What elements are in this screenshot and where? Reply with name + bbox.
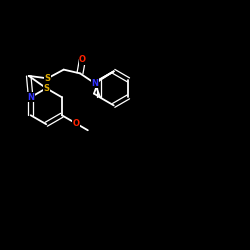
Text: O: O (79, 55, 86, 64)
Text: O: O (72, 119, 80, 128)
Text: N: N (92, 79, 98, 88)
Text: S: S (44, 74, 51, 83)
Text: N: N (27, 93, 34, 102)
Text: S: S (43, 84, 49, 93)
